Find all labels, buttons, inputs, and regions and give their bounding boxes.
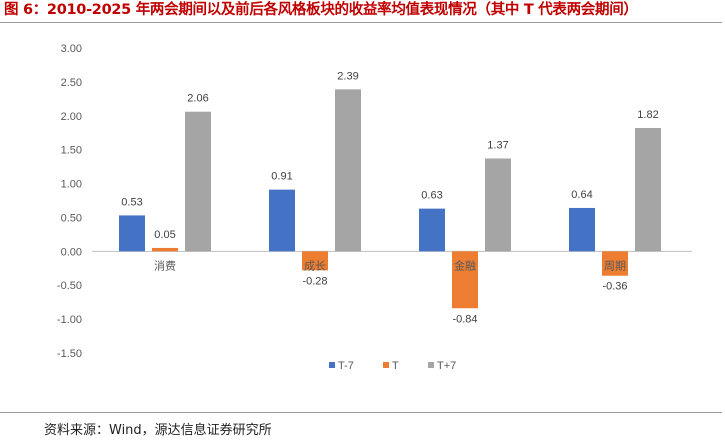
data-label-周期-T: -0.36: [602, 281, 627, 293]
bar-chart: 3.00 2.50 2.00 1.50 1.00 0.50 0.00 -0.50 -1.00 -1…: [57, 43, 692, 372]
y-tick-label-3: 1.50: [61, 145, 82, 157]
source-divider: [0, 412, 722, 413]
data-label-成长-T+7: 2.39: [337, 70, 358, 82]
data-label-消费-T: 0.05: [154, 229, 175, 241]
legend-label-T: T: [392, 360, 399, 372]
category-label-1: 成长: [304, 259, 326, 272]
title-divider: [0, 22, 722, 23]
bar-周期-T-7: [569, 207, 595, 252]
legend-swatch-T+7: [428, 362, 434, 368]
bar-成长-T: [302, 251, 328, 271]
category-label-3: 周期: [604, 259, 626, 272]
legend-swatch-T-7: [329, 362, 335, 368]
source-note: 资料来源：Wind，源达信息证券研究所: [44, 423, 272, 438]
category-label-0: 消费: [154, 258, 176, 272]
bar-消费-T-7: [119, 215, 145, 252]
data-label-成长-T: -0.28: [302, 275, 327, 287]
data-label-成长-T-7: 0.91: [271, 171, 292, 183]
y-tick-label-8: -1.00: [57, 314, 82, 326]
y-tick-label-0: 3.00: [61, 43, 82, 55]
legend-label-T-7: T-7: [338, 360, 354, 372]
chart-area: 3.00 2.50 2.00 1.50 1.00 0.50 0.00 -0.50 -1.00 -1…: [0, 26, 725, 406]
bar-周期-T+7: [635, 127, 661, 252]
data-label-金融-T: -0.84: [452, 313, 477, 325]
y-tick-label-2: 2.00: [61, 111, 82, 123]
y-tick-label-4: 1.00: [61, 179, 82, 191]
bar-周期-T: [602, 251, 628, 276]
y-tick-label-7: -0.50: [57, 280, 82, 292]
bar-消费-T: [152, 247, 178, 252]
data-label-周期-T-7: 0.64: [571, 189, 592, 201]
bar-金融-T-7: [419, 208, 445, 252]
legend-label-T+7: T+7: [437, 360, 456, 372]
data-label-金融-T+7: 1.37: [487, 139, 508, 151]
data-label-金融-T-7: 0.63: [421, 190, 442, 202]
y-tick-label-6: 0.00: [61, 246, 82, 258]
bar-金融-T+7: [485, 158, 511, 252]
figure-title: 图 6：2010-2025 年两会期间以及前后各风格板块的收益率均值表现情况（其…: [4, 2, 638, 18]
legend-swatch-T: [383, 362, 389, 368]
y-tick-label-5: 0.50: [61, 212, 82, 224]
bar-成长-T-7: [269, 189, 295, 252]
y-tick-label-9: -1.50: [57, 348, 82, 360]
bar-金融-T: [452, 251, 478, 309]
bar-成长-T+7: [335, 89, 361, 252]
category-label-2: 金融: [454, 258, 476, 272]
data-label-周期-T+7: 1.82: [637, 109, 658, 121]
bar-消费-T+7: [185, 111, 211, 252]
data-label-消费-T+7: 2.06: [187, 93, 208, 105]
y-tick-label-1: 2.50: [61, 77, 82, 89]
data-label-消费-T-7: 0.53: [121, 196, 142, 208]
